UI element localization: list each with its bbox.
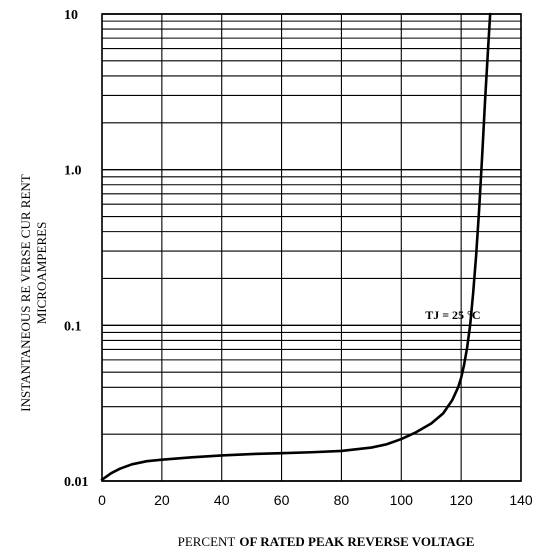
y-tick-label: 1.0 xyxy=(64,164,82,179)
x-tick-label: 140 xyxy=(509,492,533,508)
x-axis-label-part-1: PERCENT xyxy=(178,534,236,549)
x-tick-label: 20 xyxy=(154,492,170,508)
x-tick-label: 60 xyxy=(274,492,290,508)
x-tick-label: 100 xyxy=(390,492,414,508)
x-axis-label: PERCENT OF RATED PEAK REVERSE VOLTAGE xyxy=(178,534,475,549)
x-tick-label: 0 xyxy=(98,492,106,508)
y-tick-label: 10 xyxy=(64,8,78,23)
chart-grid xyxy=(101,13,522,482)
junction-temp-annotation: TJ = 25 °C xyxy=(425,308,480,322)
axis-ticks: 0 20 40 60 80 100 120 140 0.01 0.1 1.0 10 xyxy=(64,8,533,508)
series-line xyxy=(100,12,492,481)
plot-frame xyxy=(101,13,522,482)
x-axis-label-part-2: OF RATED PEAK REVERSE VOLTAGE xyxy=(239,534,474,549)
y-axis-label-line-2: MICROAMPERES xyxy=(34,222,49,325)
x-tick-label: 80 xyxy=(334,492,350,508)
x-tick-label: 120 xyxy=(449,492,473,508)
y-tick-label: 0.1 xyxy=(64,319,82,334)
y-tick-label: 0.01 xyxy=(64,475,89,490)
y-axis-label-line-1: INSTANTANEOUS RE VERSE CUR RENT xyxy=(18,174,33,412)
x-tick-label: 40 xyxy=(214,492,230,508)
